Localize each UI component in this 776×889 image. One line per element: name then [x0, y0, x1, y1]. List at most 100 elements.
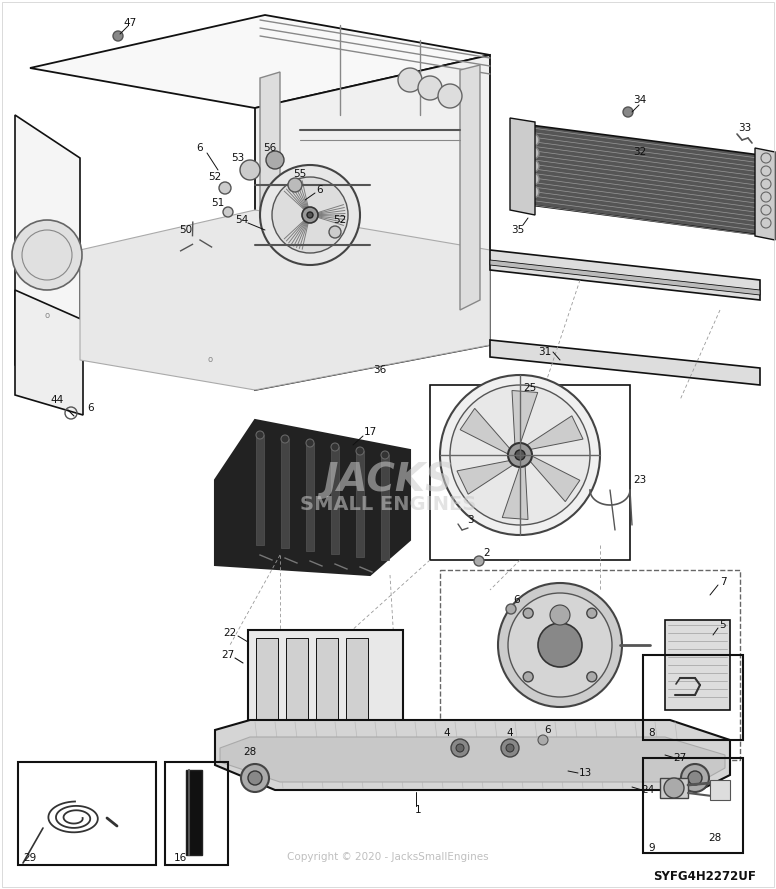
Text: 54: 54: [235, 215, 248, 225]
Circle shape: [438, 84, 462, 108]
Circle shape: [587, 608, 597, 618]
Bar: [710, 780, 730, 800]
Polygon shape: [15, 290, 83, 415]
Circle shape: [523, 672, 533, 682]
Text: 27: 27: [674, 753, 687, 763]
Circle shape: [501, 739, 519, 757]
Text: 23: 23: [633, 475, 646, 485]
Bar: [165, 762, 228, 865]
Polygon shape: [255, 55, 490, 390]
Circle shape: [241, 764, 269, 792]
Bar: [643, 758, 743, 853]
Circle shape: [240, 160, 260, 180]
Polygon shape: [490, 250, 760, 300]
Polygon shape: [30, 15, 490, 108]
Text: 22: 22: [223, 628, 237, 638]
Polygon shape: [80, 210, 490, 390]
Polygon shape: [490, 260, 760, 295]
Text: o: o: [44, 310, 50, 319]
Circle shape: [256, 431, 264, 439]
Text: 3: 3: [466, 515, 473, 525]
Polygon shape: [502, 464, 528, 519]
Text: 31: 31: [539, 347, 552, 357]
Circle shape: [12, 220, 82, 290]
Circle shape: [281, 435, 289, 443]
Text: 50: 50: [179, 225, 192, 235]
Circle shape: [508, 443, 532, 467]
Text: 13: 13: [578, 768, 591, 778]
Bar: [306, 443, 314, 551]
Text: 25: 25: [523, 383, 537, 393]
Polygon shape: [260, 72, 280, 210]
Text: 5: 5: [719, 620, 726, 630]
Polygon shape: [510, 118, 535, 215]
Circle shape: [527, 173, 539, 185]
Circle shape: [623, 107, 633, 117]
Circle shape: [538, 735, 548, 745]
Circle shape: [587, 672, 597, 682]
Circle shape: [527, 147, 539, 159]
Bar: [368, 740, 382, 748]
Circle shape: [450, 385, 590, 525]
Circle shape: [506, 744, 514, 752]
Text: 7: 7: [719, 577, 726, 587]
Circle shape: [223, 207, 233, 217]
Circle shape: [498, 583, 622, 707]
Text: 36: 36: [373, 365, 386, 375]
Bar: [256, 435, 264, 545]
Text: SYFG4H2272UF: SYFG4H2272UF: [653, 869, 756, 883]
Text: 4: 4: [444, 728, 450, 738]
Circle shape: [515, 450, 525, 460]
Bar: [346, 638, 368, 742]
Circle shape: [681, 764, 709, 792]
Circle shape: [550, 605, 570, 625]
Polygon shape: [460, 65, 480, 310]
Text: 52: 52: [334, 215, 347, 225]
Circle shape: [272, 177, 348, 253]
Circle shape: [506, 604, 516, 614]
Circle shape: [266, 151, 284, 169]
Circle shape: [474, 556, 484, 566]
Text: SMALL ENGINES: SMALL ENGINES: [300, 495, 476, 515]
Text: 24: 24: [642, 785, 655, 795]
Text: o: o: [207, 356, 213, 364]
Polygon shape: [490, 340, 760, 385]
Text: 44: 44: [50, 395, 64, 405]
Circle shape: [440, 375, 600, 535]
Circle shape: [288, 178, 302, 192]
Polygon shape: [15, 115, 80, 405]
Bar: [281, 439, 289, 548]
Text: 52: 52: [209, 172, 222, 182]
Text: 35: 35: [511, 225, 525, 235]
Bar: [186, 770, 202, 855]
Circle shape: [248, 771, 262, 785]
Circle shape: [456, 744, 464, 752]
Bar: [331, 447, 339, 554]
Polygon shape: [755, 148, 775, 240]
Polygon shape: [215, 420, 410, 575]
Bar: [381, 455, 389, 560]
Circle shape: [664, 778, 684, 798]
Bar: [256, 638, 278, 742]
Text: 29: 29: [23, 853, 36, 863]
Circle shape: [538, 623, 582, 667]
Text: 32: 32: [633, 147, 646, 157]
Circle shape: [331, 443, 339, 451]
Circle shape: [381, 451, 389, 459]
Circle shape: [508, 593, 612, 697]
Text: 6: 6: [317, 185, 324, 195]
Text: 1: 1: [414, 805, 421, 815]
Bar: [258, 740, 272, 748]
Circle shape: [398, 68, 422, 92]
Circle shape: [219, 182, 231, 194]
Text: 17: 17: [363, 427, 376, 437]
Text: 6: 6: [545, 725, 551, 735]
Text: 34: 34: [633, 95, 646, 105]
Circle shape: [113, 31, 123, 41]
Bar: [665, 620, 730, 710]
Polygon shape: [530, 125, 760, 235]
Polygon shape: [457, 461, 515, 494]
Text: 27: 27: [221, 650, 234, 660]
Text: Copyright © 2020 - JacksSmallEngines: Copyright © 2020 - JacksSmallEngines: [287, 852, 489, 862]
Text: 16: 16: [173, 853, 186, 863]
